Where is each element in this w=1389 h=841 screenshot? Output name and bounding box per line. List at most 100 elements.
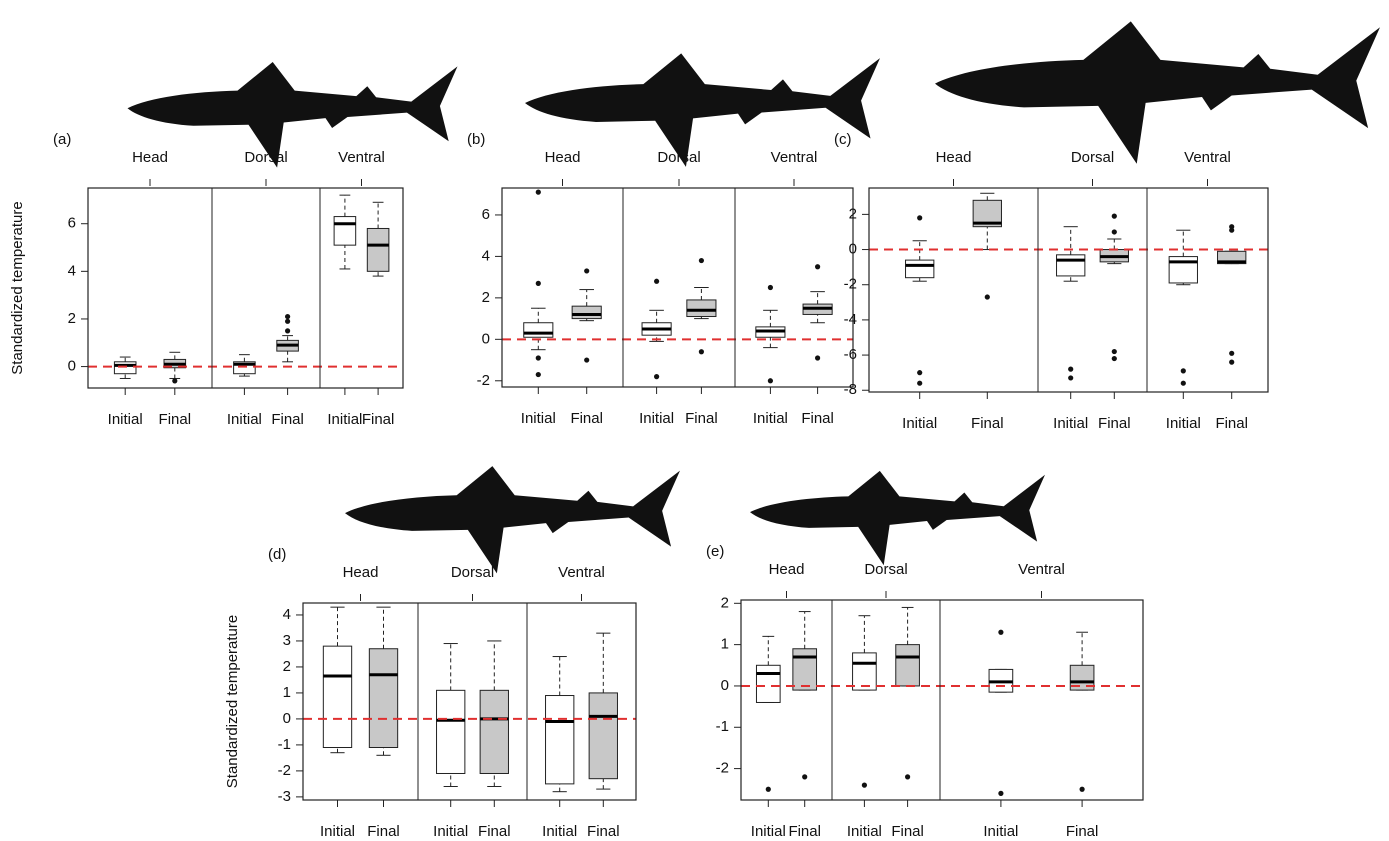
outlier bbox=[917, 381, 922, 386]
box bbox=[480, 690, 508, 773]
x-tick-label: Initial bbox=[433, 823, 468, 840]
x-tick-label: Initial bbox=[639, 410, 674, 427]
x-tick-label: Final bbox=[801, 410, 834, 427]
y-tick-label: -3 bbox=[278, 788, 291, 805]
outlier bbox=[285, 319, 290, 324]
x-tick-label: Initial bbox=[753, 410, 788, 427]
group-label: Ventral bbox=[1184, 149, 1231, 166]
outlier bbox=[285, 314, 290, 319]
x-tick-label: Final bbox=[478, 823, 511, 840]
group-label: Dorsal bbox=[451, 564, 494, 581]
outlier bbox=[1181, 381, 1186, 386]
box bbox=[896, 645, 920, 686]
y-tick-label: 2 bbox=[482, 289, 490, 306]
y-tick-label: 2 bbox=[721, 594, 729, 611]
y-axis-label: Standardized temperature bbox=[9, 201, 26, 374]
shark-silhouette bbox=[750, 471, 1045, 565]
x-tick-label: Initial bbox=[1053, 415, 1088, 432]
plot-frame bbox=[741, 600, 1143, 800]
x-tick-label: Final bbox=[1215, 415, 1248, 432]
group-label: Ventral bbox=[771, 149, 818, 166]
outlier bbox=[584, 268, 589, 273]
y-tick-label: -8 bbox=[844, 381, 857, 398]
group-label: Dorsal bbox=[864, 561, 907, 578]
x-tick-label: Final bbox=[367, 823, 400, 840]
y-tick-label: 2 bbox=[849, 205, 857, 222]
x-tick-label: Initial bbox=[1166, 415, 1201, 432]
box bbox=[572, 306, 601, 318]
group-label: Head bbox=[545, 149, 581, 166]
group-label: Ventral bbox=[558, 564, 605, 581]
x-tick-label: Final bbox=[891, 823, 924, 840]
outlier bbox=[766, 787, 771, 792]
outlier bbox=[768, 285, 773, 290]
outlier bbox=[1229, 228, 1234, 233]
y-tick-label: -2 bbox=[278, 762, 291, 779]
outlier bbox=[584, 357, 589, 362]
y-tick-label: -1 bbox=[716, 718, 729, 735]
x-tick-label: Final bbox=[1066, 823, 1099, 840]
y-tick-label: 1 bbox=[283, 684, 291, 701]
y-tick-label: -2 bbox=[844, 276, 857, 293]
x-tick-label: Final bbox=[685, 410, 718, 427]
x-tick-label: Final bbox=[271, 411, 304, 428]
group-label: Dorsal bbox=[657, 149, 700, 166]
group-label: Head bbox=[769, 561, 805, 578]
y-tick-label: -1 bbox=[278, 736, 291, 753]
box bbox=[589, 693, 617, 779]
y-tick-label: 0 bbox=[849, 241, 857, 258]
outlier bbox=[1112, 229, 1117, 234]
outlier bbox=[1068, 367, 1073, 372]
y-tick-label: -2 bbox=[716, 760, 729, 777]
y-tick-label: 6 bbox=[482, 206, 490, 223]
box bbox=[524, 323, 553, 338]
y-tick-label: 4 bbox=[68, 262, 76, 279]
y-tick-label: 0 bbox=[283, 710, 291, 727]
y-tick-label: 1 bbox=[721, 636, 729, 653]
x-tick-label: Initial bbox=[751, 823, 786, 840]
outlier bbox=[536, 372, 541, 377]
panel-label: (c) bbox=[834, 131, 852, 148]
x-tick-label: Final bbox=[587, 823, 620, 840]
outlier bbox=[905, 774, 910, 779]
group-label: Ventral bbox=[1018, 561, 1065, 578]
outlier bbox=[172, 378, 177, 383]
box bbox=[546, 696, 574, 784]
plot-frame bbox=[502, 188, 853, 387]
box bbox=[369, 649, 397, 748]
y-tick-label: 6 bbox=[68, 215, 76, 232]
y-tick-label: 4 bbox=[283, 606, 291, 623]
outlier bbox=[699, 258, 704, 263]
x-tick-label: Initial bbox=[521, 410, 556, 427]
plot-frame bbox=[303, 603, 636, 800]
panel-label: (e) bbox=[706, 543, 724, 560]
x-tick-label: Final bbox=[570, 410, 603, 427]
box bbox=[367, 228, 389, 271]
outlier bbox=[917, 215, 922, 220]
panel-label: (d) bbox=[268, 546, 286, 563]
group-label: Head bbox=[132, 149, 168, 166]
y-tick-label: -2 bbox=[477, 372, 490, 389]
outlier bbox=[654, 279, 659, 284]
x-tick-label: Initial bbox=[902, 415, 937, 432]
outlier bbox=[1068, 375, 1073, 380]
x-tick-label: Final bbox=[971, 415, 1004, 432]
group-label: Dorsal bbox=[244, 149, 287, 166]
outlier bbox=[285, 328, 290, 333]
outlier bbox=[998, 630, 1003, 635]
box bbox=[906, 260, 934, 278]
box bbox=[853, 653, 877, 690]
y-tick-label: 0 bbox=[721, 677, 729, 694]
outlier bbox=[862, 783, 867, 788]
group-label: Head bbox=[343, 564, 379, 581]
y-tick-label: 0 bbox=[68, 358, 76, 375]
outlier bbox=[1181, 368, 1186, 373]
outlier bbox=[654, 374, 659, 379]
box bbox=[793, 649, 817, 690]
outlier bbox=[536, 281, 541, 286]
box bbox=[334, 217, 356, 246]
outlier bbox=[985, 294, 990, 299]
outlier bbox=[1229, 351, 1234, 356]
outlier bbox=[802, 774, 807, 779]
outlier bbox=[815, 355, 820, 360]
